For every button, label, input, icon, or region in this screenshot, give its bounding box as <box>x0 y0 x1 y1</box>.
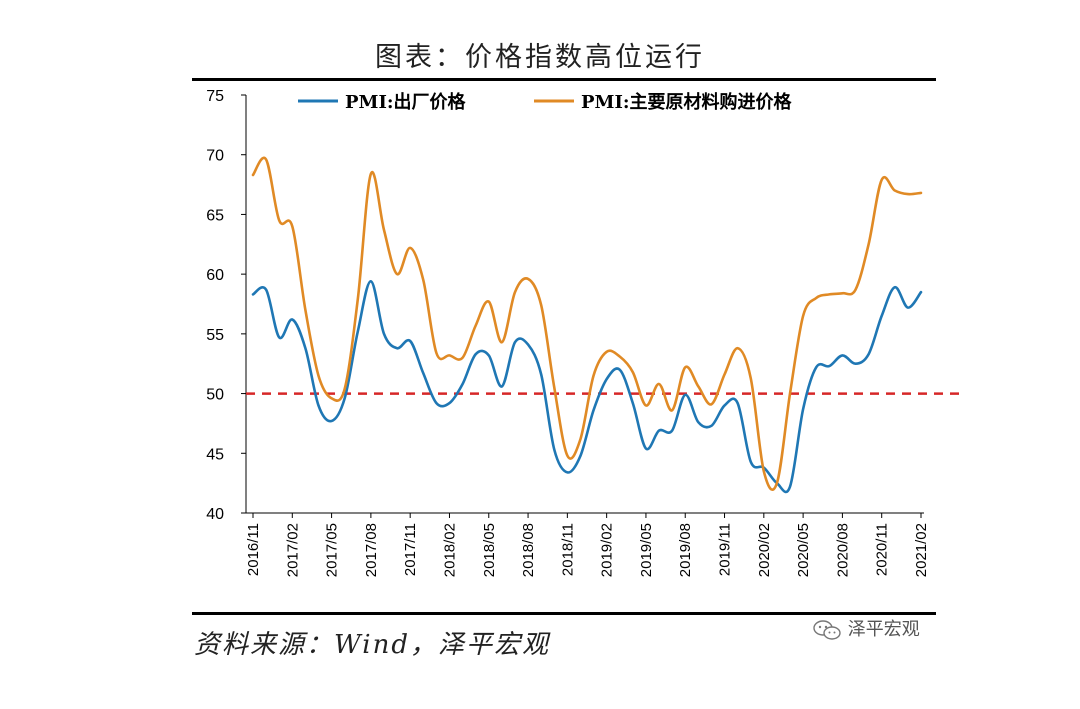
series-line-raw-material-price <box>251 156 923 491</box>
x-tick-label: 2020/11 <box>874 523 891 576</box>
x-tick-label: 2018/02 <box>441 523 458 577</box>
y-tick-label: 45 <box>206 446 224 463</box>
x-tick-label: 2019/11 <box>717 523 734 576</box>
series-lines <box>251 156 923 494</box>
chart-title: 图表：价格指数高位运行 <box>375 42 705 73</box>
x-tick-label: 2017/08 <box>363 523 380 577</box>
top-rule <box>192 78 936 81</box>
x-tick-label: 2018/08 <box>520 523 537 577</box>
source-note: 资料来源：Wind，泽平宏观 <box>194 630 550 660</box>
x-tick-label: 2020/08 <box>834 523 851 577</box>
x-tick-label: 2017/02 <box>284 523 301 577</box>
x-tick-label: 2016/11 <box>245 523 262 576</box>
x-tick-label: 2017/05 <box>324 523 341 577</box>
x-tick-label: 2019/05 <box>638 523 655 577</box>
x-tick-label: 2020/05 <box>795 523 812 577</box>
watermark-text: 泽平宏观 <box>847 619 920 640</box>
x-tick-label: 2017/11 <box>402 523 419 576</box>
y-tick-label: 40 <box>206 506 224 523</box>
y-tick-label: 50 <box>206 387 224 404</box>
watermark: 泽平宏观 <box>812 618 920 642</box>
y-tick-label: 70 <box>206 148 224 165</box>
x-tick-label: 2020/02 <box>756 523 773 577</box>
y-tick-label: 55 <box>206 327 224 344</box>
y-tick-label: 65 <box>206 207 224 224</box>
x-tick-label: 2019/08 <box>677 523 694 577</box>
y-tick-label: 75 <box>206 88 224 105</box>
bottom-rule <box>192 612 936 615</box>
x-tick-label: 2021/02 <box>913 523 930 577</box>
legend: PMI:出厂价格 PMI:主要原材料购进价格 <box>298 91 793 113</box>
series-line-factory-price <box>251 279 923 494</box>
x-tick-label: 2019/02 <box>599 523 616 577</box>
x-tick-label: 2018/05 <box>481 523 498 577</box>
legend-label: PMI:出厂价格 <box>345 91 467 113</box>
chart-axes: 40 45 50 55 60 65 70 75 2016/11 2017/02 2017/05 201… <box>206 88 930 577</box>
y-tick-label: 60 <box>206 267 224 284</box>
x-tick-label: 2018/11 <box>559 523 576 576</box>
wechat-icon <box>813 620 841 640</box>
legend-label: PMI:主要原材料购进价格 <box>581 91 793 113</box>
